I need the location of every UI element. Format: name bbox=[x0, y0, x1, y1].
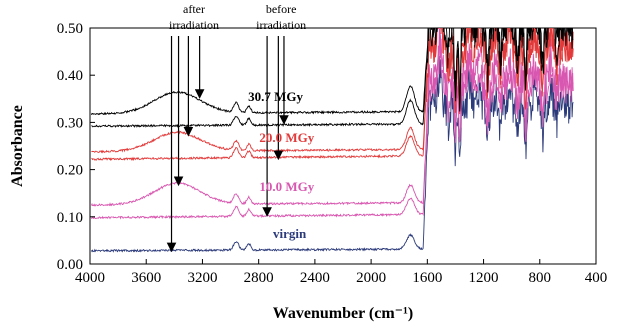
series-label: virgin bbox=[273, 226, 307, 241]
annotation-label: irradiation bbox=[256, 18, 306, 32]
y-tick-label: 0.50 bbox=[57, 21, 83, 37]
x-tick-label: 3600 bbox=[131, 270, 161, 286]
x-tick-label: 2400 bbox=[300, 270, 330, 286]
x-tick-label: 1200 bbox=[469, 270, 499, 286]
annotation-label: after bbox=[183, 2, 205, 16]
x-tick-label: 1600 bbox=[412, 270, 442, 286]
series-label: 10.0 MGy bbox=[259, 179, 314, 194]
x-tick-label: 2000 bbox=[356, 270, 386, 286]
series-label: 30.7 MGy bbox=[248, 89, 303, 104]
y-tick-label: 0.10 bbox=[57, 210, 83, 226]
x-tick-label: 400 bbox=[585, 270, 608, 286]
x-axis-title: Wavenumber (cm⁻¹) bbox=[273, 305, 413, 322]
x-tick-label: 800 bbox=[529, 270, 552, 286]
x-tick-label: 2800 bbox=[244, 270, 274, 286]
x-tick-label: 3200 bbox=[187, 270, 217, 286]
plot-area bbox=[89, 27, 597, 265]
axes: 4000 3600 3200 2800 2400 2000 1600 1200 800 400 0.… bbox=[57, 21, 608, 286]
annotations: after irradiation before irradiation 30.7 MG… bbox=[166, 2, 315, 253]
y-tick-label: 0.20 bbox=[57, 163, 83, 179]
y-tick-label: 0.30 bbox=[57, 115, 83, 131]
x-tick-label: 4000 bbox=[75, 270, 105, 286]
annotation-label: before bbox=[266, 2, 297, 16]
y-tick-label: 0.40 bbox=[57, 68, 83, 84]
y-axis-title: Absorbance bbox=[9, 105, 26, 187]
y-tick-label: 0.00 bbox=[57, 257, 83, 273]
annotation-label: irradiation bbox=[169, 18, 219, 32]
series-label: 20.0 MGy bbox=[259, 130, 314, 145]
